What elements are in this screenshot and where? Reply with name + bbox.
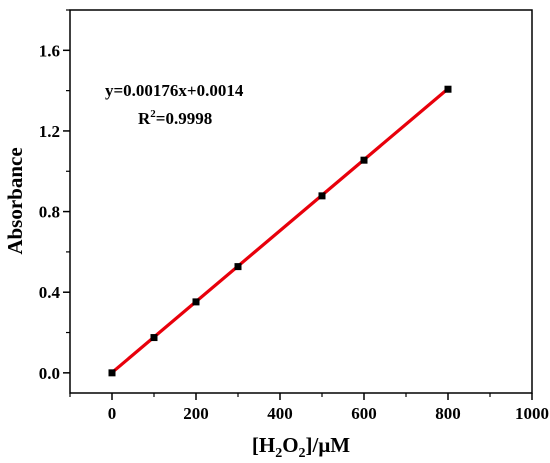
x-title-sub2: 2 xyxy=(299,446,306,461)
equation-annotation: y=0.00176x+0.0014 xyxy=(105,81,244,100)
x-tick-label: 1000 xyxy=(515,404,549,423)
data-point xyxy=(360,156,368,164)
r-squared-annotation: R2=0.9998 xyxy=(138,108,212,128)
y-axis-ticks: 0.0 0.4 0.8 1.2 1.6 xyxy=(39,9,70,383)
x-tick-label: 400 xyxy=(267,404,293,423)
y-tick-label: 1.2 xyxy=(39,122,60,141)
x-axis-ticks: 0 200 400 600 800 1000 xyxy=(69,393,549,423)
x-tick-label: 800 xyxy=(435,404,461,423)
x-title-suffix: ]/μM xyxy=(306,433,351,457)
r-squared-value: =0.9998 xyxy=(156,109,212,128)
plot-frame xyxy=(69,9,533,394)
y-tick-label: 0.8 xyxy=(39,203,60,222)
data-point xyxy=(234,263,242,271)
y-axis-title: Absorbance xyxy=(3,147,27,254)
data-points-layer xyxy=(108,85,452,377)
x-axis-title: [H2O2]/μM xyxy=(252,433,350,461)
x-tick-label: 600 xyxy=(351,404,377,423)
y-tick-label: 0.4 xyxy=(39,283,61,302)
data-point xyxy=(150,334,158,342)
x-title-mid: O xyxy=(282,433,298,457)
data-point xyxy=(318,192,326,200)
x-tick-label: 0 xyxy=(108,404,117,423)
data-point xyxy=(192,298,200,306)
r-squared-prefix: R xyxy=(138,109,151,128)
data-point xyxy=(444,85,452,93)
linear-fit-line xyxy=(110,87,450,375)
data-point xyxy=(108,369,116,377)
x-tick-label: 200 xyxy=(183,404,209,423)
y-tick-label: 0.0 xyxy=(39,364,60,383)
y-tick-label: 1.6 xyxy=(39,41,60,60)
x-title-sub1: 2 xyxy=(275,446,282,461)
r-squared-superscript: 2 xyxy=(150,108,156,120)
x-title-prefix: [H xyxy=(252,433,275,457)
fit-line-layer xyxy=(110,87,450,375)
